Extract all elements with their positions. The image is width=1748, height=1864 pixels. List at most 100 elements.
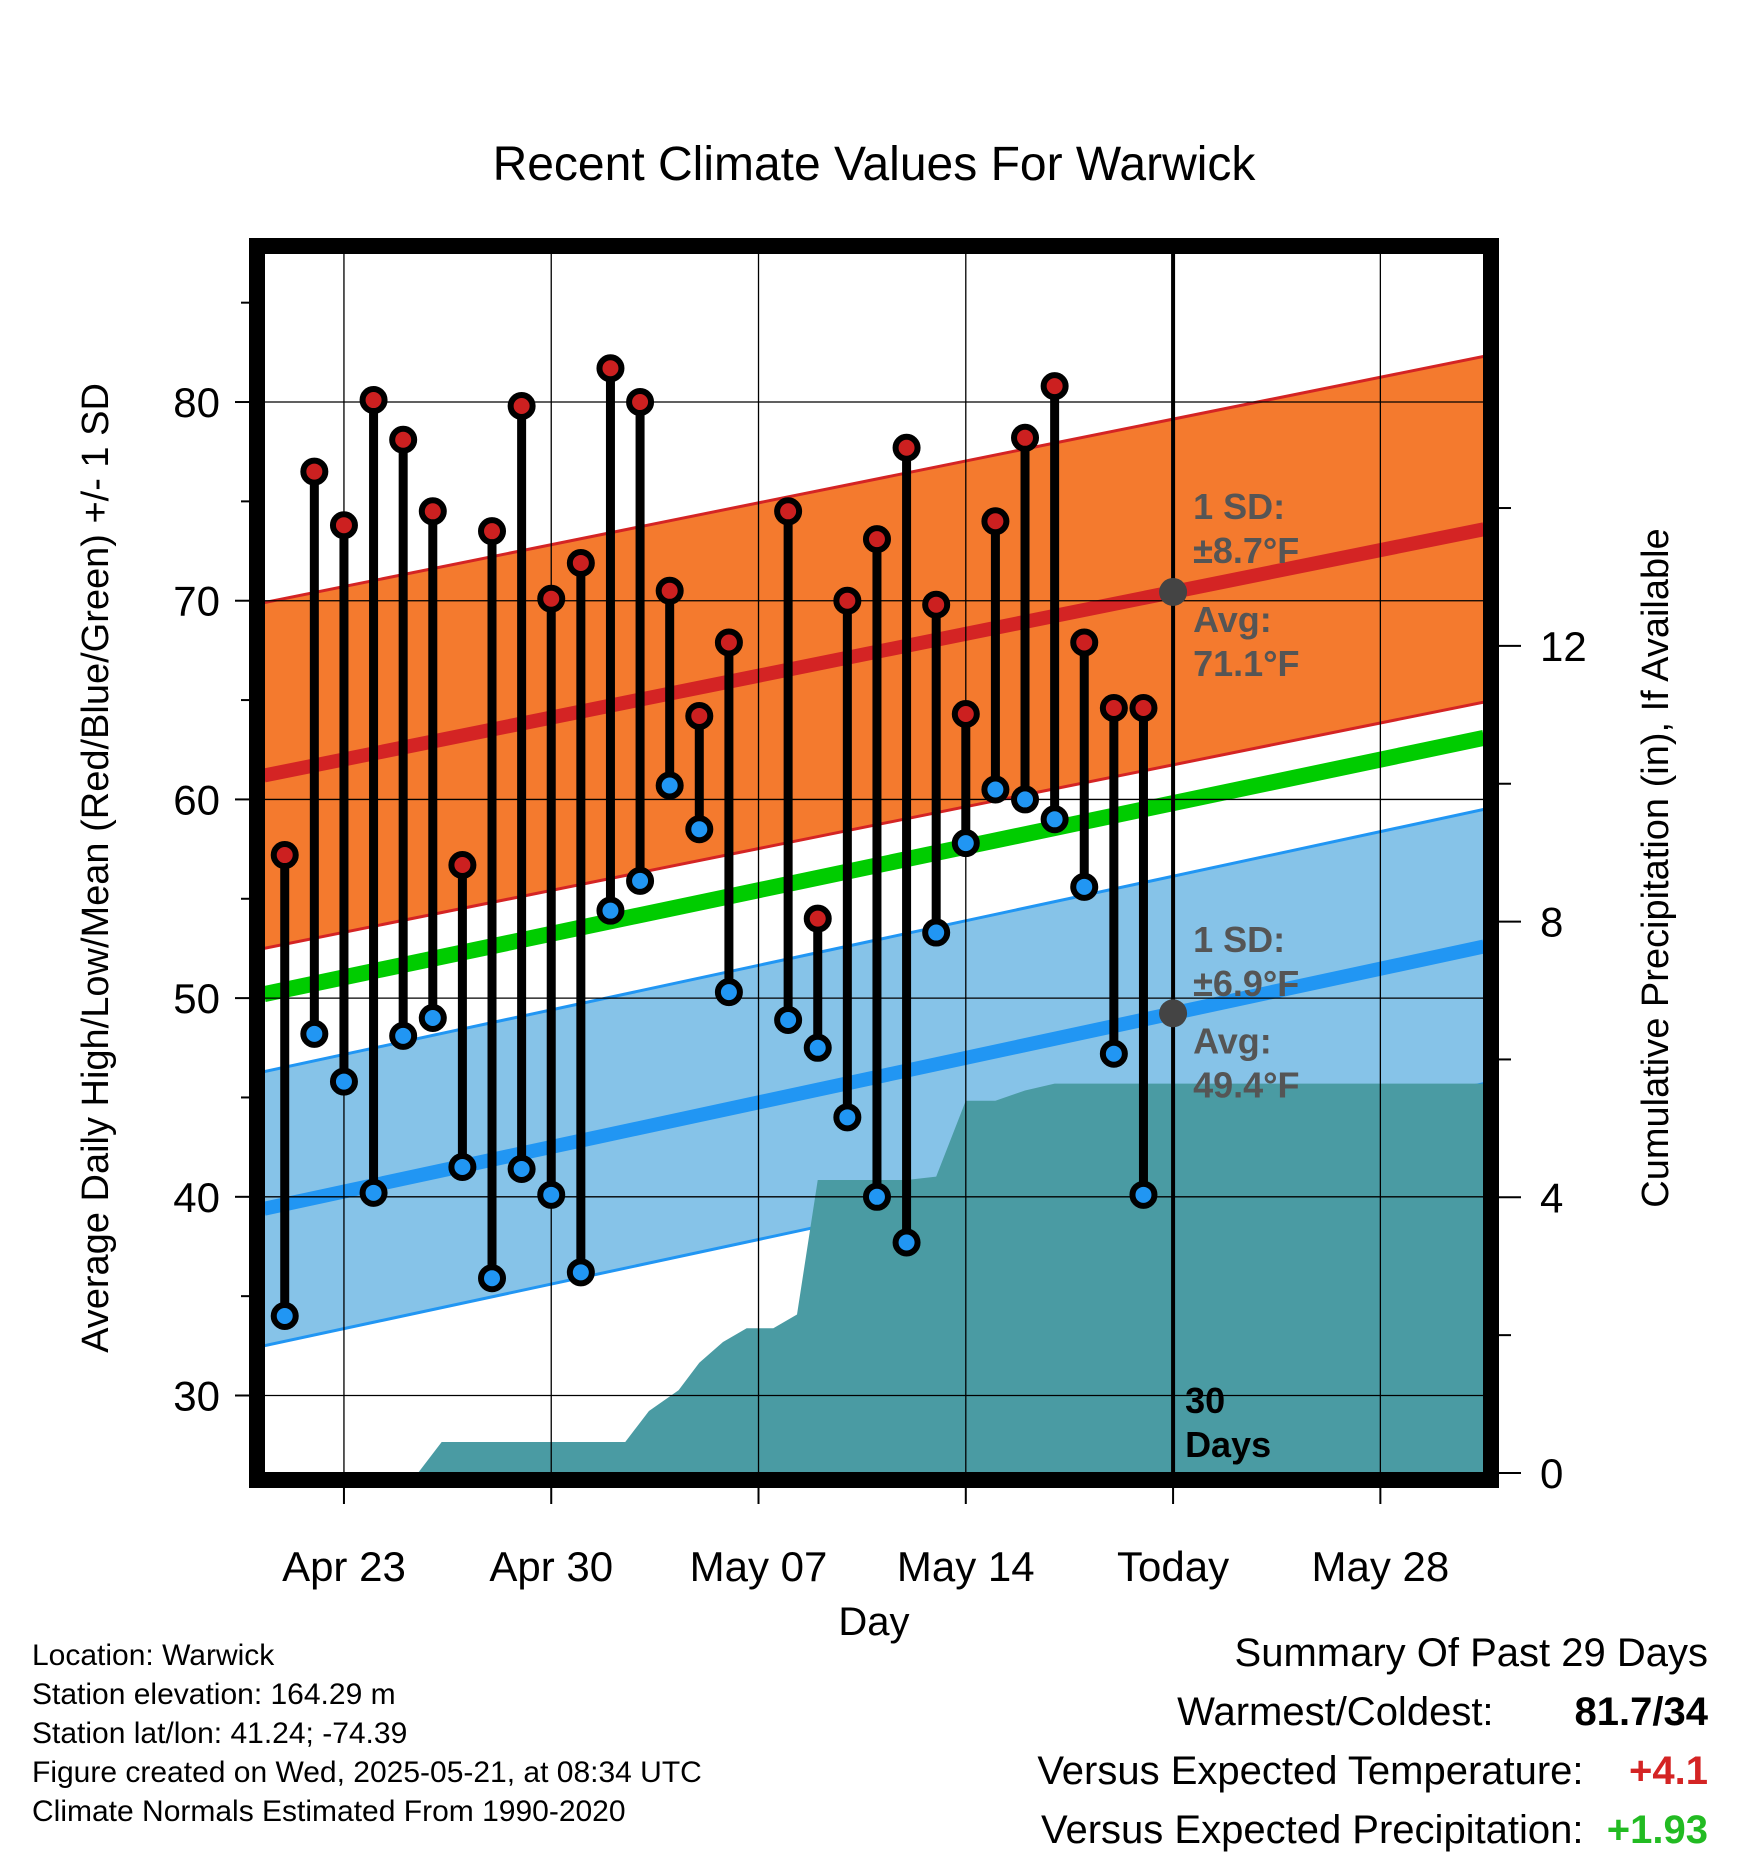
low-point — [300, 1019, 329, 1048]
low-point — [981, 775, 1010, 804]
high-sd-annotation: 1 SD: ±8.7°F — [1193, 486, 1299, 571]
low-point — [951, 829, 980, 858]
low-avg-annotation: Avg: 49.4°F — [1193, 1020, 1299, 1105]
low-point — [833, 1103, 862, 1132]
y2-tick-label: 8 — [1540, 899, 1563, 946]
created-text: Figure created on Wed, 2025-05-21, at 08… — [32, 1756, 702, 1789]
low-point — [359, 1178, 388, 1207]
precip-anomaly-label: Versus Expected Precipitation: — [1041, 1808, 1584, 1852]
temp-anomaly-value: +4.1 — [1629, 1749, 1708, 1793]
low-point — [1099, 1039, 1128, 1068]
plot-area — [264, 253, 1484, 1473]
low-point — [418, 1003, 447, 1032]
y-tick-label: 70 — [173, 578, 220, 625]
high-point — [685, 701, 714, 730]
high-point — [507, 391, 536, 420]
low-point — [329, 1067, 358, 1096]
warmest-coldest-value: 81.7/34 — [1574, 1690, 1708, 1734]
high-point — [1099, 694, 1128, 723]
low-point — [1011, 785, 1040, 814]
y-tick-label: 80 — [173, 379, 220, 426]
high-point — [566, 548, 595, 577]
y2-axis-label: Cumulative Precipitation (in), If Availa… — [1635, 528, 1677, 1207]
low-point — [685, 815, 714, 844]
x-tick-label: Apr 23 — [282, 1543, 406, 1590]
low-point — [626, 866, 655, 895]
low-point — [537, 1180, 566, 1209]
low-point — [507, 1154, 536, 1183]
station-info: Location: Warwick Station elevation: 164… — [32, 1636, 702, 1831]
elevation-text: Station elevation: 164.29 m — [32, 1678, 396, 1711]
x-tick-label: May 07 — [690, 1543, 828, 1590]
high-point — [329, 511, 358, 540]
x-tick-label: Today — [1117, 1543, 1229, 1590]
low-point — [655, 771, 684, 800]
high-point — [774, 497, 803, 526]
high-point — [389, 425, 418, 454]
low-point — [892, 1228, 921, 1257]
latlon-text: Station lat/lon: 41.24; -74.39 — [32, 1717, 408, 1750]
high-point — [1129, 694, 1158, 723]
low-point — [862, 1182, 891, 1211]
high-avg-annotation: Avg: 71.1°F — [1193, 599, 1299, 684]
low-point — [270, 1302, 299, 1331]
axes: 30 40 50 60 70 80 0 4 8 12 Apr 23 Apr 30 May 07 May 1… — [173, 238, 1587, 1590]
x-axis-label: Day — [838, 1600, 909, 1644]
precip-area — [417, 1083, 1484, 1473]
precip-anomaly-value: +1.93 — [1606, 1808, 1708, 1852]
summary-title: Summary Of Past 29 Days — [1234, 1631, 1708, 1675]
low-point — [1129, 1180, 1158, 1209]
low-point — [1070, 872, 1099, 901]
y-tick-label: 60 — [173, 776, 220, 823]
low-point — [478, 1264, 507, 1293]
low-point — [922, 918, 951, 947]
y-tick-label: 30 — [173, 1373, 220, 1420]
low-point — [1040, 805, 1069, 834]
high-point — [1070, 628, 1099, 657]
low-point — [566, 1258, 595, 1287]
temp-anomaly-label: Versus Expected Temperature: — [1037, 1749, 1584, 1793]
high-point — [862, 525, 891, 554]
high-point — [981, 507, 1010, 536]
high-point — [892, 433, 921, 462]
high-point — [478, 517, 507, 546]
high-point — [359, 386, 388, 415]
y2-tick-label: 4 — [1540, 1174, 1563, 1221]
summary-panel: Summary Of Past 29 Days Warmest/Coldest:… — [1037, 1628, 1708, 1864]
high-point — [714, 628, 743, 657]
high-point — [626, 388, 655, 417]
low-point — [448, 1153, 477, 1182]
x-tick-label: May 28 — [1311, 1543, 1449, 1590]
high-point — [803, 904, 832, 933]
y2-tick-label: 12 — [1540, 623, 1587, 670]
low-sd-annotation: 1 SD: ±6.9°F — [1193, 919, 1299, 1004]
normals-text: Climate Normals Estimated From 1990-2020 — [32, 1795, 626, 1828]
high-point — [1040, 372, 1069, 401]
low-point — [714, 978, 743, 1007]
low-point — [774, 1005, 803, 1034]
high-point — [270, 841, 299, 870]
today-days-annotation: 30 Days — [1185, 1380, 1271, 1465]
low-point — [389, 1021, 418, 1050]
today-high-avg-marker — [1159, 577, 1188, 606]
y2-tick-label: 0 — [1540, 1450, 1563, 1497]
high-sd-upper-edge — [264, 354, 1484, 605]
high-point — [537, 584, 566, 613]
y-tick-label: 40 — [173, 1174, 220, 1221]
high-point — [1011, 423, 1040, 452]
x-tick-label: May 14 — [897, 1543, 1035, 1590]
x-tick-label: Apr 30 — [489, 1543, 613, 1590]
warmest-coldest-label: Warmest/Coldest: — [1177, 1690, 1494, 1734]
high-point — [922, 590, 951, 619]
high-point — [418, 497, 447, 526]
today-low-avg-marker — [1159, 999, 1188, 1028]
chart-title: Recent Climate Values For Warwick — [493, 138, 1257, 191]
low-point — [596, 896, 625, 925]
high-point — [655, 576, 684, 605]
overlay: 1 SD: ±8.7°F Avg: 71.1°F 1 SD: ±6.9°F Avg: 49.4… — [1159, 253, 1300, 1473]
y-axis-label: Average Daily High/Low/Mean (Red/Blue/Gr… — [75, 383, 117, 1353]
y-tick-label: 50 — [173, 975, 220, 1022]
high-point — [448, 850, 477, 879]
high-point — [300, 457, 329, 486]
high-point — [833, 586, 862, 615]
